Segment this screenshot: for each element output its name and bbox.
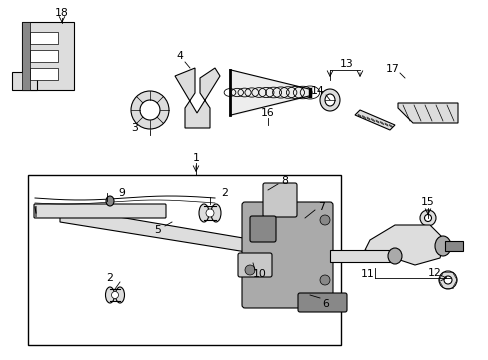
Text: 13: 13 [340,59,353,69]
Text: 18: 18 [55,8,69,18]
Ellipse shape [434,236,450,256]
Ellipse shape [205,209,214,217]
FancyBboxPatch shape [249,216,275,242]
Ellipse shape [131,91,169,129]
Ellipse shape [319,275,329,285]
Bar [22,22,74,90]
Text: 1: 1 [192,153,199,163]
Bar [30,68,58,80]
Bar [30,50,58,62]
Text: 14: 14 [310,86,324,96]
Bar [28,175,340,345]
Bar [12,72,37,90]
Ellipse shape [387,248,401,264]
Ellipse shape [115,287,124,303]
Polygon shape [354,110,394,130]
Text: 8: 8 [281,176,288,186]
Polygon shape [364,225,444,265]
Ellipse shape [199,204,208,222]
Polygon shape [175,68,220,128]
Ellipse shape [140,100,160,120]
Bar [329,250,389,262]
Ellipse shape [210,204,221,222]
Ellipse shape [105,287,114,303]
Ellipse shape [424,215,430,221]
Text: 7: 7 [318,202,325,212]
Text: 16: 16 [261,108,274,118]
Ellipse shape [106,196,114,206]
Ellipse shape [244,265,254,275]
FancyBboxPatch shape [34,204,165,218]
Bar [110,289,120,301]
Text: 2: 2 [221,188,228,198]
Text: 10: 10 [253,269,266,279]
Bar [30,32,58,44]
Text: 17: 17 [386,64,399,74]
Text: 11: 11 [360,269,374,279]
Bar [203,206,216,220]
Text: 4: 4 [176,51,183,61]
FancyBboxPatch shape [242,202,332,308]
FancyBboxPatch shape [238,253,271,277]
Text: 2: 2 [106,273,113,283]
Text: 6: 6 [322,299,329,309]
Polygon shape [397,103,457,123]
Ellipse shape [443,276,451,284]
Ellipse shape [319,215,329,225]
Ellipse shape [319,89,339,111]
Bar [444,241,462,251]
Text: 9: 9 [118,188,125,198]
FancyBboxPatch shape [263,183,296,217]
Polygon shape [22,22,30,90]
Text: 3: 3 [131,123,138,133]
Ellipse shape [419,210,435,226]
Text: 12: 12 [427,268,441,278]
Text: 15: 15 [420,197,434,207]
Ellipse shape [438,271,456,289]
Polygon shape [60,207,264,255]
Ellipse shape [325,94,334,106]
Ellipse shape [111,292,118,298]
FancyBboxPatch shape [297,293,346,312]
Text: 5: 5 [154,225,161,235]
